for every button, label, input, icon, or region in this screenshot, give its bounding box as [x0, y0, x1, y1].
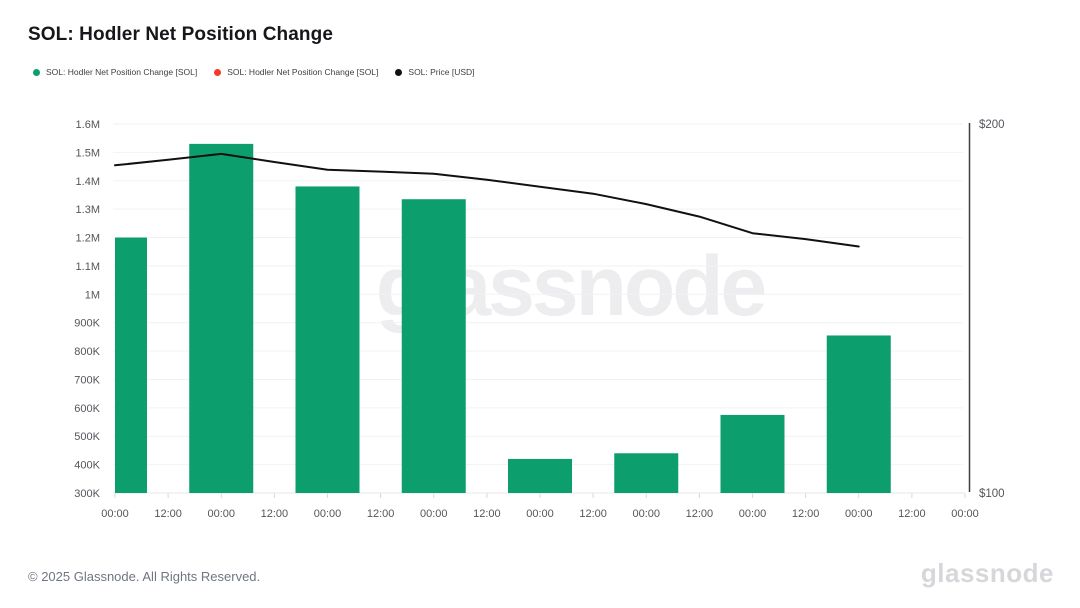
- y-axis-left-label: 1.4M: [76, 176, 100, 188]
- y-axis-left-label: 1.2M: [76, 233, 100, 245]
- bar-hodler-net-position-change[interactable]: [614, 453, 679, 493]
- y-axis-left-label: 1.5M: [76, 147, 100, 159]
- legend-dot-icon: [395, 68, 403, 76]
- copyright-text: © 2025 Glassnode. All Rights Reserved.: [28, 569, 261, 584]
- x-axis-label: 12:00: [579, 508, 607, 520]
- bar-hodler-net-position-change[interactable]: [401, 199, 466, 493]
- y-axis-right-label: $200: [979, 119, 1005, 131]
- x-axis-label: 12:00: [898, 508, 926, 520]
- legend-item[interactable]: SOL: Hodler Net Position Change [SOL]: [214, 67, 378, 77]
- x-axis-label: 12:00: [686, 508, 714, 520]
- legend-item-label: SOL: Hodler Net Position Change [SOL]: [227, 67, 379, 77]
- y-axis-left-label: 600K: [74, 403, 100, 415]
- x-axis-label: 12:00: [367, 508, 395, 520]
- bar-hodler-net-position-change[interactable]: [189, 143, 254, 493]
- chart-title: SOL: Hodler Net Position Change: [28, 24, 334, 45]
- x-axis-label: 12:00: [261, 508, 289, 520]
- x-axis-label: 00:00: [314, 508, 342, 520]
- y-axis-right-label: $100: [979, 488, 1005, 500]
- x-axis-label: 00:00: [207, 508, 235, 520]
- legend-dot-icon: [33, 68, 40, 76]
- x-axis-label: 00:00: [420, 508, 448, 520]
- bar-hodler-net-position-change[interactable]: [720, 414, 785, 493]
- y-axis-left-label: 1M: [85, 289, 100, 301]
- x-axis-label: 00:00: [951, 508, 979, 520]
- x-axis-label: 00:00: [845, 508, 873, 520]
- y-axis-left-label: 1.3M: [76, 204, 100, 216]
- bar-hodler-net-position-change[interactable]: [295, 186, 360, 493]
- x-axis-label: 00:00: [632, 508, 660, 520]
- bar-hodler-net-position-change[interactable]: [508, 458, 572, 493]
- legend-item[interactable]: SOL: Hodler Net Position Change [SOL]: [33, 67, 197, 77]
- y-axis-left-label: 300K: [74, 488, 100, 500]
- y-axis-left-label: 400K: [74, 460, 100, 472]
- legend-item-label: SOL: Hodler Net Position Change [SOL]: [46, 67, 198, 77]
- chart-legend: SOL: Hodler Net Position Change [SOL] SOL…: [33, 67, 475, 77]
- y-axis-left-label: 800K: [74, 346, 100, 358]
- y-axis-left-label: 1.6M: [76, 119, 100, 131]
- y-axis-left-label: 1.1M: [76, 261, 100, 273]
- glassnode-logo: glassnode: [920, 558, 1054, 588]
- legend-item-label: SOL: Price [USD]: [408, 67, 475, 77]
- y-axis-left-label: 700K: [74, 374, 100, 386]
- legend-dot-icon: [214, 68, 222, 76]
- bar-hodler-net-position-change[interactable]: [826, 335, 891, 493]
- y-axis-left-label: 900K: [74, 318, 100, 330]
- x-axis-label: 00:00: [526, 508, 554, 520]
- x-axis-label: 12:00: [792, 508, 820, 520]
- legend-item[interactable]: SOL: Price [USD]: [395, 67, 475, 77]
- x-axis-label: 00:00: [739, 508, 767, 520]
- price-line: [114, 152, 860, 248]
- x-axis-label: 00:00: [101, 508, 129, 520]
- bar-hodler-net-position-change[interactable]: [115, 237, 147, 493]
- x-axis-label: 12:00: [473, 508, 501, 520]
- x-axis-label: 12:00: [154, 508, 182, 520]
- y-axis-left-label: 500K: [74, 431, 100, 443]
